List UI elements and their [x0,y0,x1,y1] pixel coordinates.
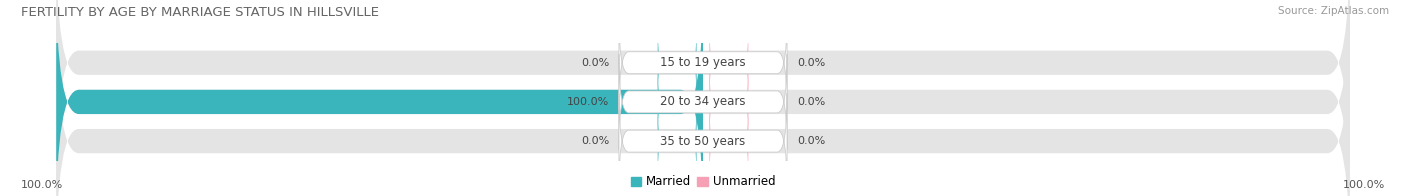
FancyBboxPatch shape [658,105,696,178]
Text: 20 to 34 years: 20 to 34 years [661,95,745,108]
FancyBboxPatch shape [658,26,696,99]
FancyBboxPatch shape [619,93,787,189]
Text: 0.0%: 0.0% [797,136,825,146]
FancyBboxPatch shape [56,0,1350,196]
Text: FERTILITY BY AGE BY MARRIAGE STATUS IN HILLSVILLE: FERTILITY BY AGE BY MARRIAGE STATUS IN H… [21,6,380,19]
Text: 100.0%: 100.0% [1343,180,1385,190]
FancyBboxPatch shape [56,0,1350,188]
Text: 0.0%: 0.0% [797,58,825,68]
FancyBboxPatch shape [710,65,748,138]
FancyBboxPatch shape [619,15,787,111]
Text: 35 to 50 years: 35 to 50 years [661,135,745,148]
FancyBboxPatch shape [658,65,696,138]
Text: 0.0%: 0.0% [797,97,825,107]
Text: 15 to 19 years: 15 to 19 years [661,56,745,69]
FancyBboxPatch shape [710,105,748,178]
FancyBboxPatch shape [710,26,748,99]
FancyBboxPatch shape [619,54,787,150]
Legend: Married, Unmarried: Married, Unmarried [631,175,775,188]
Text: Source: ZipAtlas.com: Source: ZipAtlas.com [1278,6,1389,16]
Text: 0.0%: 0.0% [581,58,609,68]
Text: 100.0%: 100.0% [567,97,609,107]
FancyBboxPatch shape [56,16,1350,196]
Text: 100.0%: 100.0% [21,180,63,190]
FancyBboxPatch shape [56,0,703,196]
Text: 0.0%: 0.0% [581,136,609,146]
